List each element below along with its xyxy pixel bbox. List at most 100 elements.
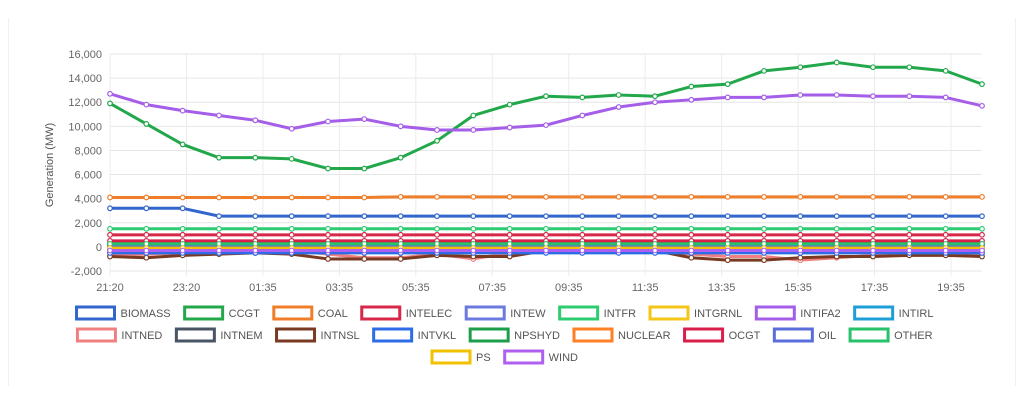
data-point (615, 247, 622, 254)
data-point (979, 213, 985, 220)
legend-item-wind[interactable]: WIND (503, 349, 578, 365)
legend-label: PS (476, 352, 491, 364)
data-point (797, 231, 804, 238)
series-intfr (107, 225, 985, 232)
data-point (979, 231, 985, 238)
data-point (797, 254, 804, 261)
legend-item-ps[interactable]: PS (430, 349, 491, 365)
legend-item-intned[interactable]: INTNED (75, 327, 162, 343)
data-point (107, 231, 113, 238)
legend-label: INTNED (121, 330, 162, 342)
data-point (506, 124, 513, 131)
legend-label: INTNEM (220, 330, 262, 342)
data-point (216, 112, 222, 119)
data-point (470, 193, 477, 200)
legend-swatch (272, 305, 314, 321)
legend-item-oil[interactable]: OIL (772, 327, 836, 343)
x-tick-label: 23:20 (173, 282, 201, 294)
legend-swatch (848, 327, 890, 343)
data-point (179, 194, 186, 201)
data-point (434, 247, 440, 254)
data-point (942, 231, 949, 238)
legend-item-intew[interactable]: INTEW (464, 305, 546, 321)
legend-item-ccgt[interactable]: CCGT (183, 305, 260, 321)
legend-label: INTIRL (899, 308, 934, 320)
data-point (143, 247, 150, 254)
legend-swatch (75, 327, 117, 343)
data-point (361, 231, 368, 238)
legend-swatch (648, 305, 690, 321)
legend-label: INTELEC (406, 308, 453, 320)
legend-item-biomass[interactable]: BIOMASS (75, 305, 171, 321)
x-tick-label: 11:35 (632, 282, 659, 294)
data-point (252, 231, 259, 238)
data-point (724, 193, 731, 200)
data-point (143, 231, 150, 238)
data-point (216, 154, 222, 161)
legend-label: BIOMASS (121, 308, 171, 320)
x-axis-ticks: 21:20 23:20 01:35 03:35 05:35 07:35 09:35 11:35… (96, 282, 965, 294)
legend-label: NUCLEAR (618, 330, 671, 342)
legend-swatch (360, 305, 402, 321)
legend-item-intelec[interactable]: INTELEC (360, 305, 453, 321)
data-point (288, 125, 295, 132)
data-point (833, 231, 840, 238)
legend-swatch (558, 305, 600, 321)
legend-item-intvkl[interactable]: INTVKL (372, 327, 457, 343)
data-point (543, 122, 549, 129)
data-point (579, 193, 586, 200)
y-tick-label: 0 (96, 242, 102, 254)
series-intelec (107, 231, 985, 238)
data-point (143, 254, 150, 261)
data-point (761, 257, 767, 264)
data-point (761, 247, 767, 254)
legend-item-nuclear[interactable]: NUCLEAR (572, 327, 671, 343)
data-point (797, 213, 804, 220)
data-point (688, 213, 695, 220)
y-tick-label: -2,000 (71, 266, 102, 278)
data-point (288, 247, 295, 254)
legend[interactable]: BIOMASS CCGT COAL INTELEC INTEW INTFR INTGRNL I… (75, 305, 934, 365)
data-point (470, 213, 477, 220)
data-point (216, 194, 222, 201)
x-tick-label: 15:35 (784, 282, 812, 294)
data-point (325, 231, 331, 238)
data-point (761, 231, 767, 238)
x-tick-label: 13:35 (708, 282, 736, 294)
legend-item-intgrnl[interactable]: INTGRNL (648, 305, 742, 321)
data-point (252, 154, 259, 161)
data-point (979, 247, 985, 254)
legend-swatch (174, 327, 216, 343)
legend-item-intnem[interactable]: INTNEM (174, 327, 263, 343)
data-point (288, 225, 295, 232)
data-point (652, 225, 658, 232)
data-point (833, 59, 840, 66)
legend-item-npshyd[interactable]: NPSHYD (468, 327, 560, 343)
legend-swatch (853, 305, 895, 321)
data-point (652, 193, 658, 200)
data-point (143, 121, 150, 127)
data-point (216, 231, 222, 238)
data-point (797, 193, 804, 200)
legend-item-other[interactable]: OTHER (848, 327, 933, 343)
legend-item-ocgt[interactable]: OCGT (683, 327, 761, 343)
y-tick-label: 16,000 (68, 49, 102, 61)
data-point (906, 231, 913, 238)
data-point (506, 231, 513, 238)
data-point (288, 213, 295, 220)
legend-item-intirl[interactable]: INTIRL (853, 305, 934, 321)
data-point (724, 81, 731, 88)
legend-swatch (183, 305, 225, 321)
data-point (397, 247, 404, 254)
legend-item-intnsl[interactable]: INTNSL (275, 327, 360, 343)
legend-label: INTFR (604, 308, 636, 320)
data-point (543, 231, 549, 238)
legend-item-intfr[interactable]: INTFR (558, 305, 636, 321)
data-point (288, 231, 295, 238)
data-point (325, 194, 331, 201)
legend-item-coal[interactable]: COAL (272, 305, 348, 321)
legend-label: WIND (549, 352, 578, 364)
legend-label: INTIFA2 (800, 308, 840, 320)
data-point (397, 193, 404, 200)
legend-item-intifa2[interactable]: INTIFA2 (754, 305, 841, 321)
